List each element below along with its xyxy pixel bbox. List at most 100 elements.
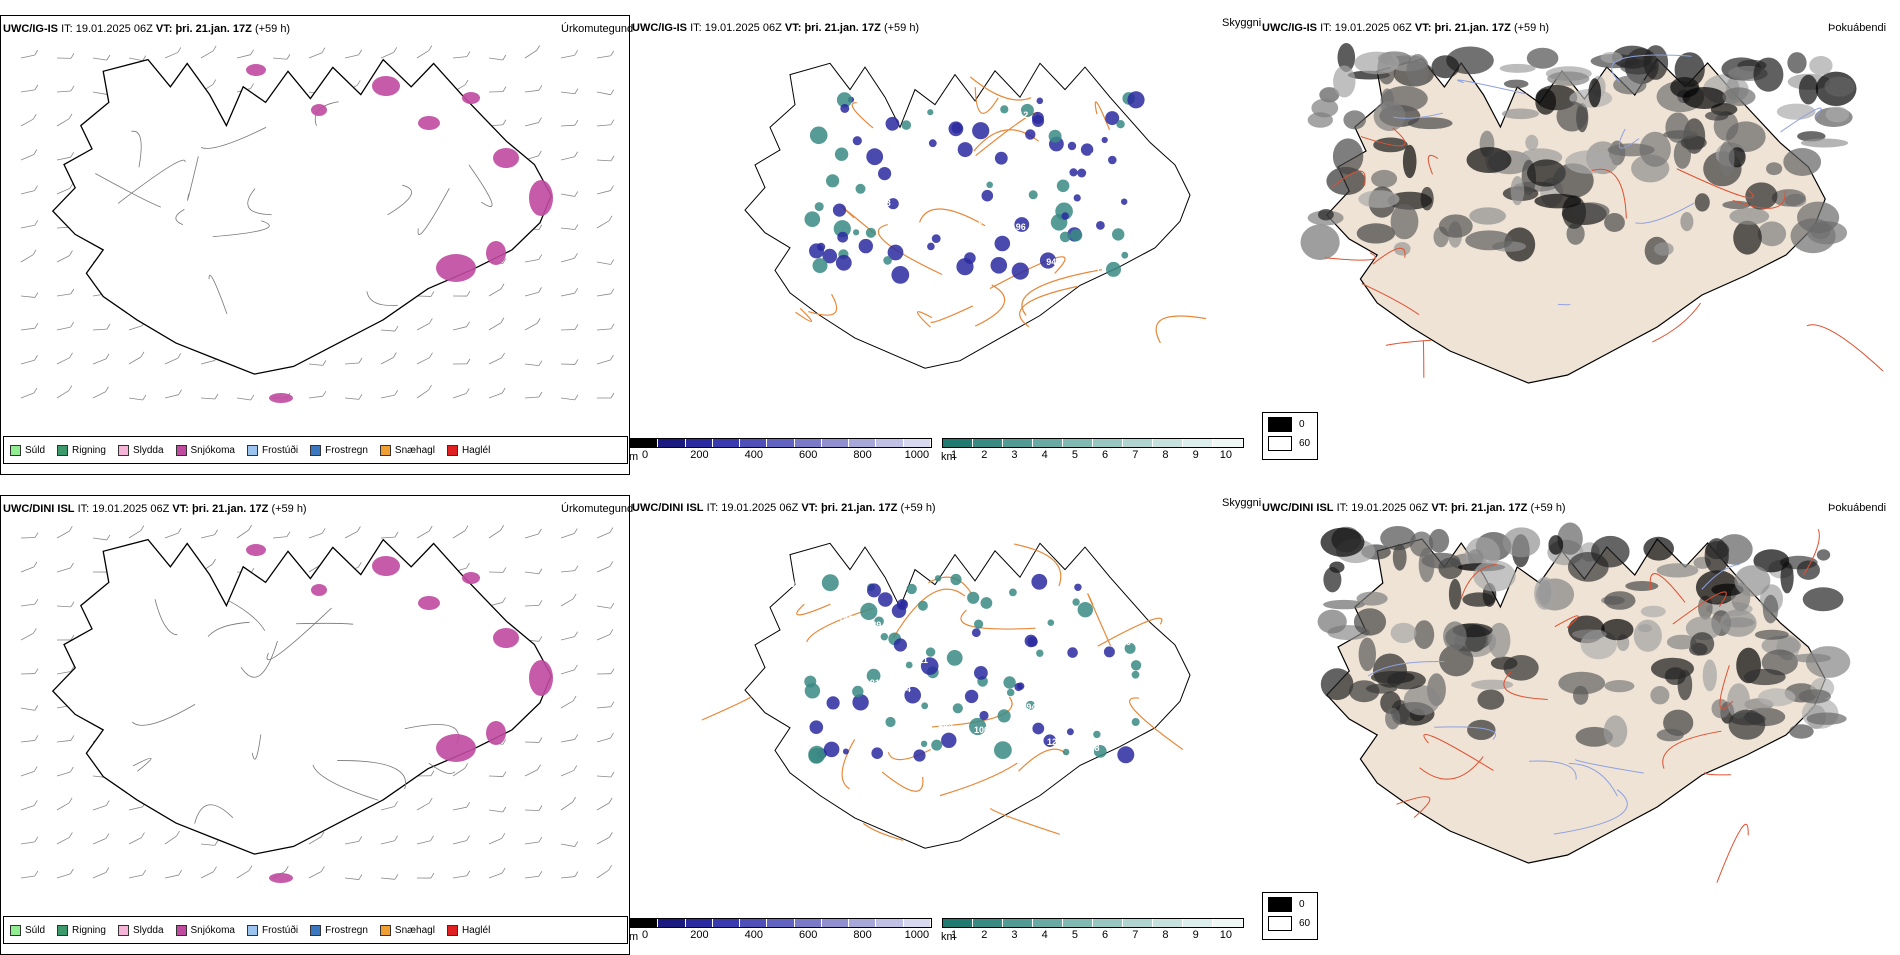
wind-barb-flag xyxy=(538,151,541,156)
map-header: UWC/IG-IS IT: 19.01.2025 06Z VT: þri. 21… xyxy=(632,22,919,34)
wind-barb-flag xyxy=(575,632,578,637)
fog-cell xyxy=(1477,690,1504,710)
fog-cell xyxy=(1799,689,1831,703)
wind-barb xyxy=(381,52,394,58)
height-label: 110 xyxy=(1080,122,1095,132)
fog-cell xyxy=(1791,654,1831,663)
colorbar-step xyxy=(1063,919,1093,927)
wind-barb-flag xyxy=(215,394,218,399)
height-label: 103 xyxy=(821,672,836,682)
wind-barb-flag xyxy=(573,797,576,802)
wind-barb xyxy=(57,837,69,844)
fog-cell xyxy=(1504,655,1539,681)
colorbar-tick: 8 xyxy=(1162,929,1168,941)
height-label: 96 xyxy=(940,661,950,671)
wind-barb-flag xyxy=(71,602,74,607)
height-label: 133 xyxy=(876,198,891,208)
wind-barb-flag xyxy=(35,85,38,90)
fog-cell xyxy=(1729,710,1766,740)
wind-barb xyxy=(561,534,574,538)
legend-item: Frostúði xyxy=(247,925,298,936)
wind-barb-flag xyxy=(467,871,470,876)
fog-cell xyxy=(1357,592,1388,606)
legend-label: Haglél xyxy=(462,925,490,936)
wind-barb xyxy=(21,296,35,297)
wind-barb xyxy=(309,871,321,878)
wind-barb-flag xyxy=(178,47,181,52)
legend-item: Frostregn xyxy=(310,925,368,936)
wind-barb xyxy=(417,803,429,810)
height-label: 111 xyxy=(917,175,931,185)
wind-barb xyxy=(57,327,71,330)
visibility-blob xyxy=(824,742,840,758)
wind-barb-flag xyxy=(35,735,38,740)
legend-label: Súld xyxy=(25,925,45,936)
wind-barb-flag xyxy=(35,669,38,674)
colorbar-tick: 5 xyxy=(1072,929,1078,941)
visibility-blob xyxy=(1032,723,1044,735)
fog-cell xyxy=(1604,715,1628,747)
fog-cell xyxy=(1343,110,1366,129)
wind-barb-flag xyxy=(35,323,38,328)
wind-barb xyxy=(489,323,501,330)
wind-barb-flag xyxy=(575,89,578,94)
legend-swatch xyxy=(447,925,458,936)
wind-barb-flag xyxy=(467,52,470,57)
wind-barb-flag xyxy=(70,767,73,772)
wind-barb xyxy=(417,51,429,58)
visibility-blob xyxy=(974,620,983,629)
iceland-visibility-map: 9713996948814211112512913513731212012028… xyxy=(630,517,1260,912)
fog-cell xyxy=(1608,143,1655,156)
wind-barb-flag xyxy=(69,832,72,837)
colorbar-tick: 9 xyxy=(1193,929,1199,941)
wind-barb-flag xyxy=(611,603,614,608)
fog-cell xyxy=(1807,713,1847,725)
height-label: 96 xyxy=(1016,222,1026,232)
fog-cell xyxy=(1414,620,1434,649)
wind-barb xyxy=(561,802,573,810)
fog-cell xyxy=(1634,620,1662,652)
fog-cell xyxy=(1641,606,1666,618)
wind-barb xyxy=(345,55,359,58)
colorbar-step xyxy=(1123,439,1153,447)
height-label: 128 xyxy=(1081,631,1096,641)
fog-cell xyxy=(1720,609,1756,637)
wind-barb xyxy=(597,294,611,296)
legend-label: Snjókoma xyxy=(191,925,235,936)
wind-barb-flag xyxy=(429,798,432,803)
visibility-blob xyxy=(1112,228,1124,240)
map-header: UWC/DINI ISL IT: 19.01.2025 06Z VT: þri.… xyxy=(3,503,307,515)
legend-item: Rigning xyxy=(57,925,106,936)
visibility-blob xyxy=(918,601,928,611)
wind-barb-flag xyxy=(70,869,73,874)
legend-label: Frostúði xyxy=(262,925,298,936)
fog-cell xyxy=(1371,170,1397,188)
colorbar-step xyxy=(849,919,876,927)
wind-barb xyxy=(129,58,143,61)
wind-barb-flag xyxy=(503,597,506,602)
iceland-wind-map xyxy=(1,38,629,433)
colorbar-tick: 2 xyxy=(981,929,987,941)
wind-barb xyxy=(381,878,395,879)
wind-barb-flag xyxy=(214,867,217,872)
wind-barb-flag xyxy=(611,289,614,294)
visibility-blob xyxy=(950,574,961,585)
visibility-blob xyxy=(822,574,839,591)
visibility-blob xyxy=(852,694,868,710)
iceland-visibility-map: 1231097796104981111079412211811110211010… xyxy=(630,37,1260,432)
wind-barb-flag xyxy=(574,665,577,670)
fog-cell xyxy=(1777,104,1816,120)
fog-cell xyxy=(1374,101,1406,131)
visibility-blob xyxy=(972,628,981,637)
wind-barb xyxy=(345,841,359,844)
height-label: 109 xyxy=(869,140,884,150)
wind-barb-flag xyxy=(466,388,469,393)
height-label: 97 xyxy=(790,579,800,589)
wind-barb-flag xyxy=(429,46,432,51)
wind-barb xyxy=(561,701,573,708)
wind-barb-flag xyxy=(323,391,326,396)
road xyxy=(1156,316,1206,343)
wind-barb-flag xyxy=(501,284,504,289)
